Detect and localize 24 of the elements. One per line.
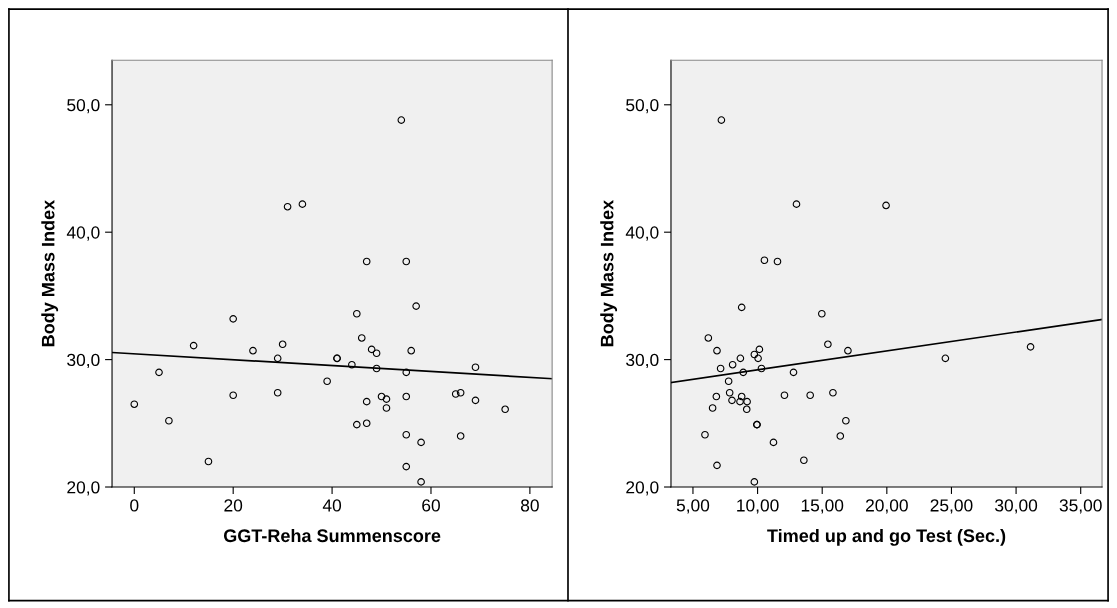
x-tick-label: 20,00 (865, 499, 908, 514)
y-tick-label: 40,0 (625, 226, 659, 241)
y-tick-label: 30,0 (67, 353, 100, 369)
x-tick-label: 25,00 (930, 499, 973, 514)
y-tick-label: 40,0 (66, 226, 100, 241)
y-tick-label: 20,0 (67, 481, 100, 496)
x-tick-label: 5,00 (676, 499, 710, 514)
y-tick-label: 30,0 (626, 353, 659, 369)
y-tick-label: 50,0 (67, 98, 100, 114)
x-tick-label: 80 (520, 499, 539, 512)
x-tick-label: 10,00 (737, 499, 779, 514)
x-tick-label: 40 (322, 499, 342, 512)
x-tick-label: 20 (224, 499, 243, 512)
x-tick-label: 30,00 (995, 499, 1038, 514)
x-tick-label: 15,00 (801, 499, 844, 514)
y-tick-label: 50,0 (626, 98, 659, 114)
x-axis-title: Timed up and go Test (Sec.) (767, 528, 1006, 546)
x-tick-label: 35,00 (1059, 499, 1102, 514)
y-axis-title: Body Mass Index (600, 199, 618, 347)
y-axis-title: Body Mass Index (41, 199, 59, 347)
x-axis-title: GGT-Reha Summenscore (223, 528, 441, 543)
x-tick-label: 0 (130, 499, 139, 512)
x-tick-label: 60 (422, 499, 440, 512)
y-tick-label: 20,0 (626, 481, 659, 496)
